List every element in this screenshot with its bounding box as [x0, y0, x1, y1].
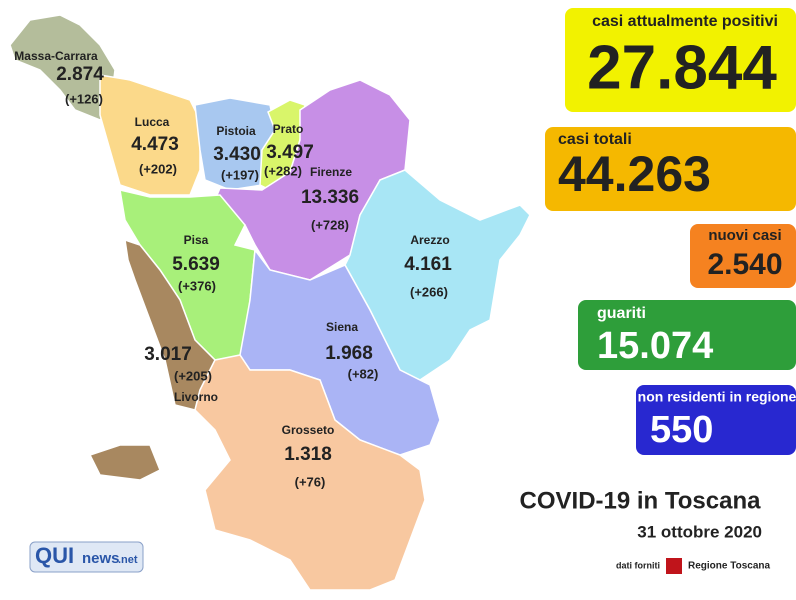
region-value: 5.639: [172, 254, 220, 275]
arezzo-area: [344, 169, 531, 381]
region-name: Pisa: [184, 233, 209, 247]
region-value: 4.161: [404, 254, 452, 275]
stat-boxes: casi attualmente positivi 27.844 casi to…: [545, 8, 796, 455]
region-change: (+126): [65, 91, 103, 106]
stat-label: casi totali: [558, 131, 632, 148]
region-name: Firenze: [310, 165, 352, 179]
logo: news: [82, 550, 120, 567]
stat-label: nuovi casi: [708, 227, 781, 244]
region-name: Siena: [326, 320, 358, 334]
stat-box: [636, 385, 796, 455]
stat-label: casi attualmente positivi: [592, 13, 778, 30]
region-name: Pistoia: [216, 124, 256, 138]
stat-label: non residenti in regione: [638, 389, 796, 405]
stat-box: [690, 224, 796, 288]
region-name: Massa-Carrara: [14, 49, 98, 63]
map: [9, 14, 531, 591]
stat-box: [578, 300, 796, 370]
logo: QUI: [35, 543, 74, 568]
stat-value: 15.074: [597, 325, 713, 367]
region-name: Livorno: [174, 390, 218, 404]
region-value: 1.968: [325, 343, 373, 364]
logo-box: [29, 541, 144, 573]
region-change: (+76): [295, 474, 326, 489]
region-change: (+205): [174, 368, 212, 383]
region-value: 2.874: [56, 64, 104, 85]
source-logo: [666, 558, 682, 574]
region-change: (+202): [139, 161, 177, 176]
region-value: 3.497: [266, 142, 314, 163]
region-change: (+376): [178, 278, 216, 293]
stat-label: guariti: [597, 305, 646, 322]
stat-box: [545, 127, 796, 211]
region-value: 1.318: [284, 444, 332, 465]
stat-box: [565, 8, 796, 112]
region-name: Arezzo: [410, 233, 449, 247]
date: 31 ottobre 2020: [637, 522, 762, 541]
stat-value: 27.844: [587, 33, 777, 102]
stat-value: 550: [650, 409, 713, 451]
lucca-area: [99, 74, 201, 196]
grosseto-area: [194, 354, 426, 591]
region-change: (+82): [348, 366, 379, 381]
source: Regione Toscana: [688, 561, 770, 572]
logo: .net: [118, 554, 138, 566]
title: COVID-19 in Toscana: [520, 487, 762, 514]
region-name: Lucca: [135, 115, 170, 129]
region-value: 13.336: [301, 187, 359, 208]
elba-island: [88, 444, 161, 481]
region-value: 3.017: [144, 344, 192, 365]
source-prefix: dati forniti: [616, 560, 660, 570]
region-name: Grosseto: [282, 423, 335, 437]
stat-value: 44.263: [558, 146, 711, 202]
stat-value: 2.540: [707, 248, 782, 281]
region-name: Prato: [273, 122, 304, 136]
region-change: (+282): [264, 163, 302, 178]
region-value: 3.430: [213, 144, 261, 165]
region-change: (+266): [410, 284, 448, 299]
region-change: (+728): [311, 217, 349, 232]
region-value: 4.473: [131, 134, 179, 155]
region-change: (+197): [221, 167, 259, 182]
